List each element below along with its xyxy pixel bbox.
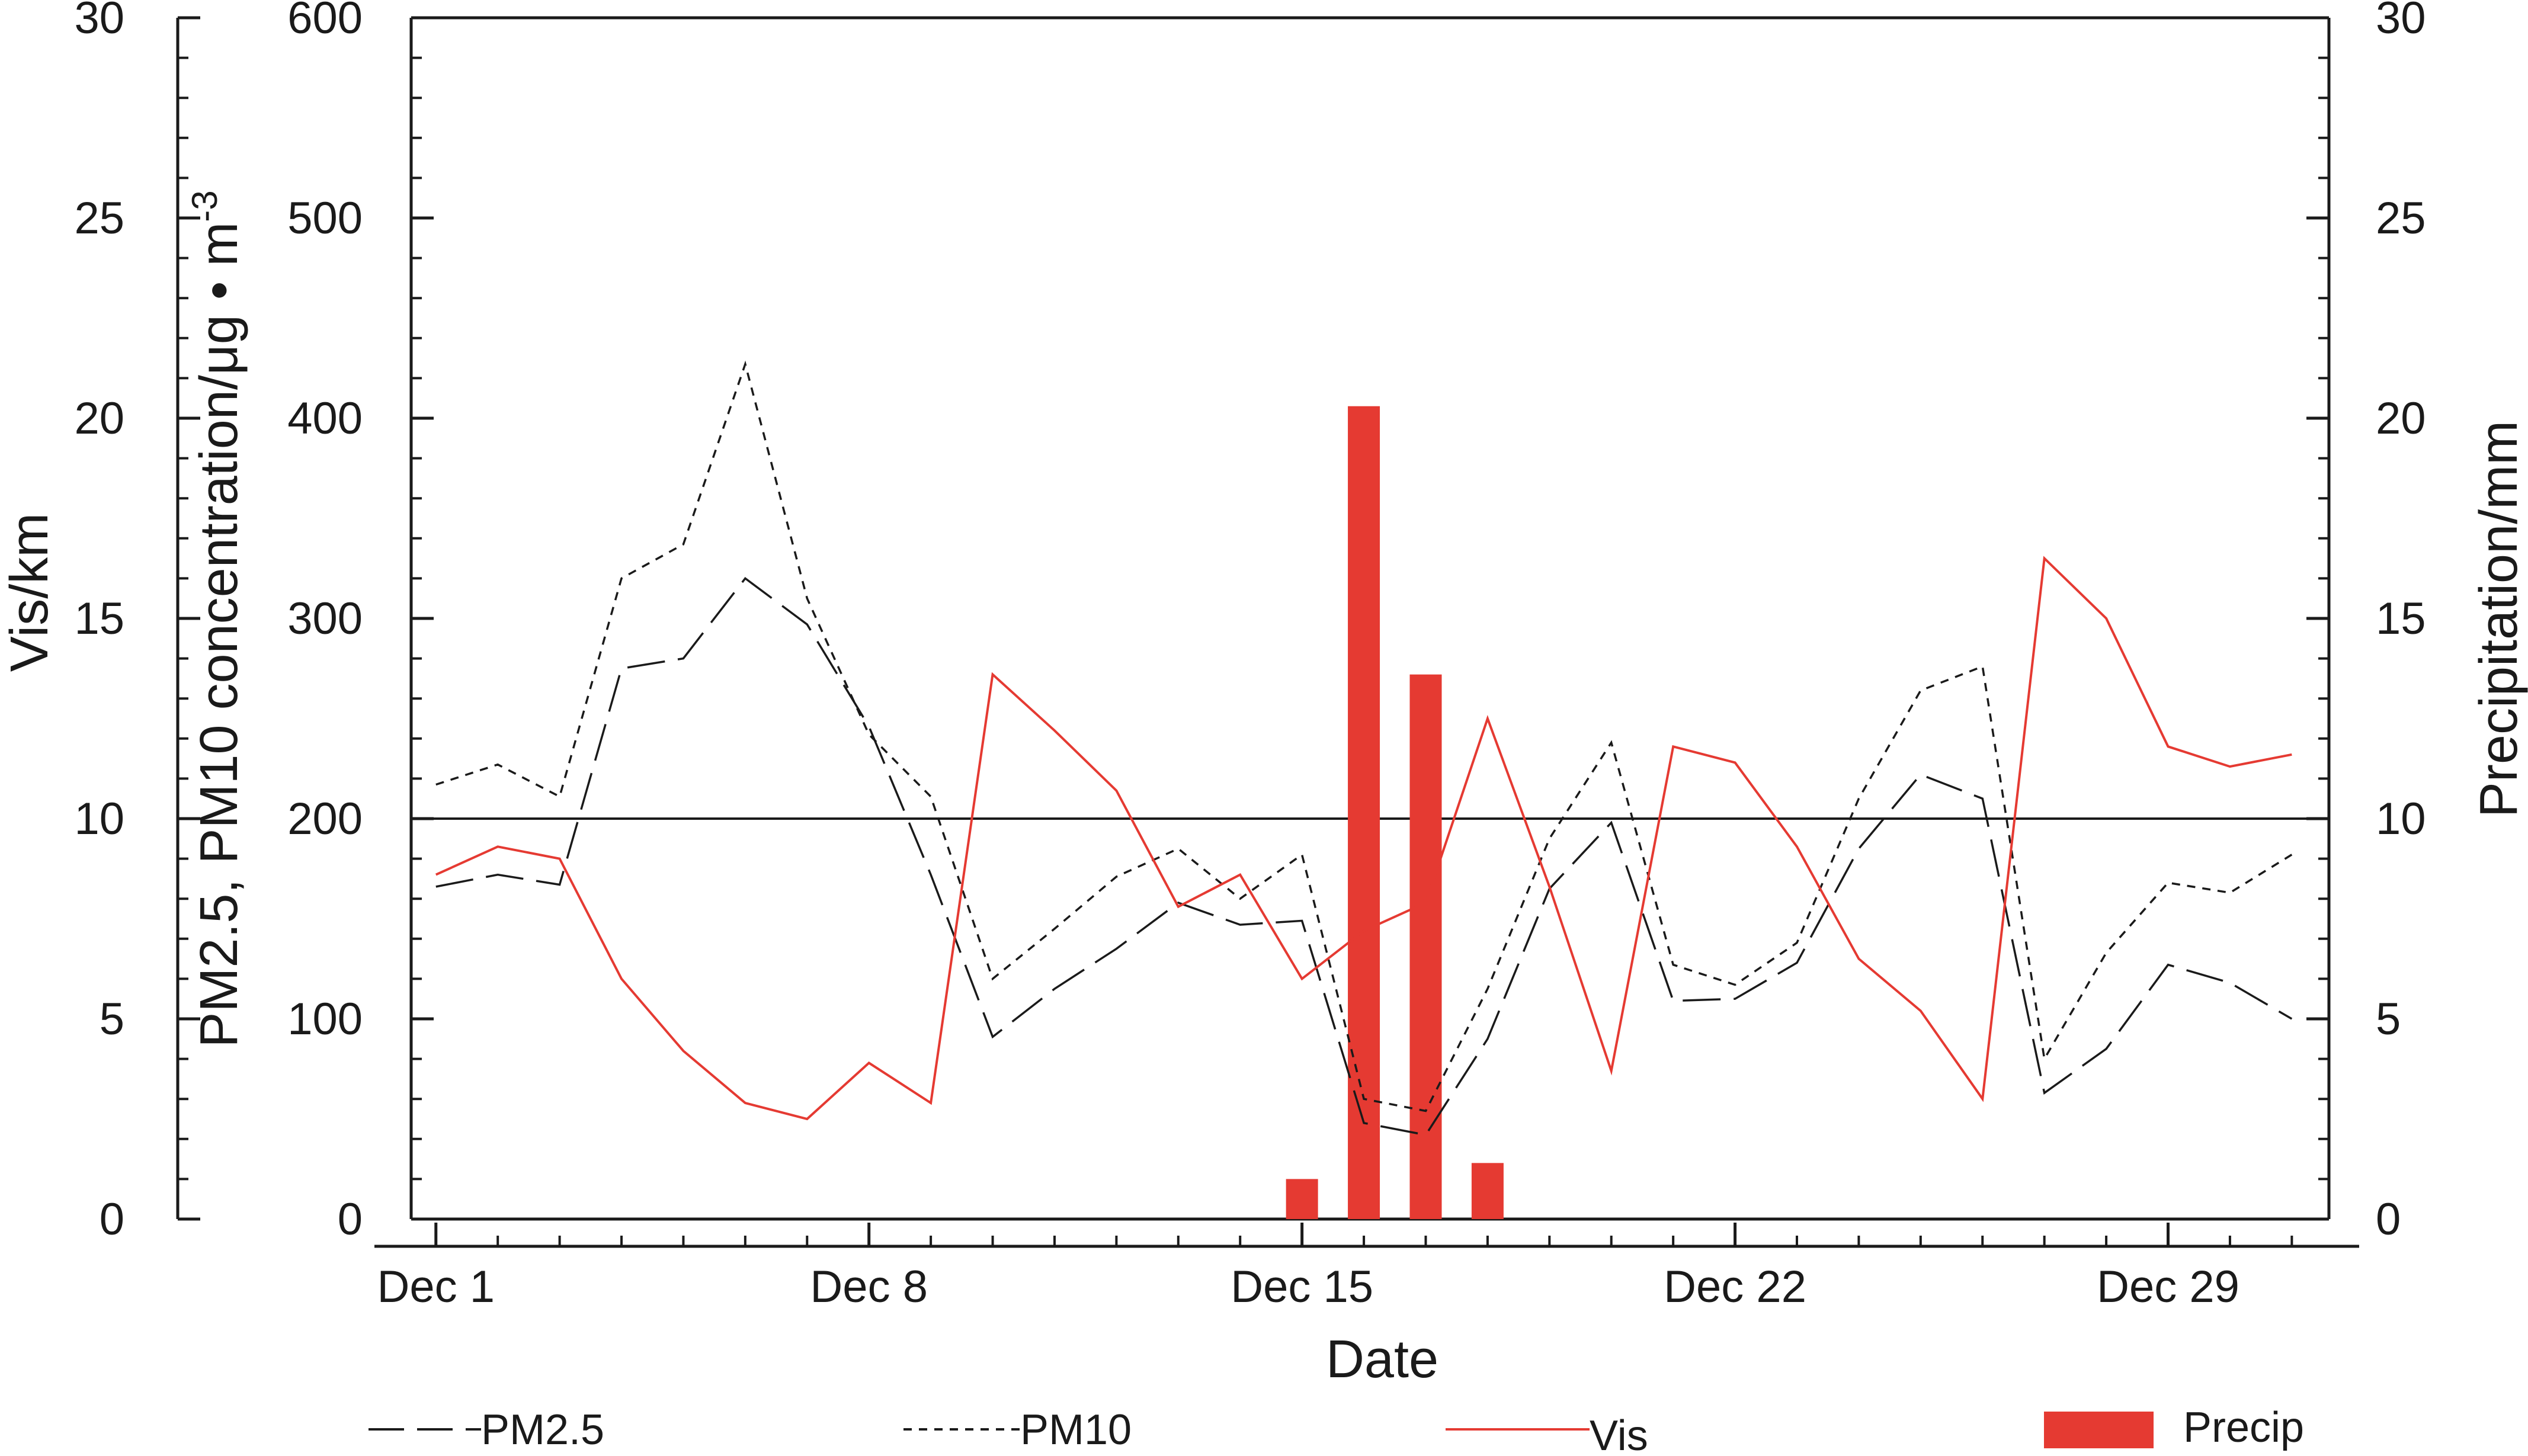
- vis-tick-label: 30: [74, 0, 124, 43]
- vis-tick-label: 5: [100, 994, 124, 1044]
- pm-tick-label: 300: [287, 594, 363, 644]
- legend-label-vis: Vis: [1590, 1412, 1648, 1456]
- vis-tick-label: 15: [74, 594, 124, 644]
- x-axis-title: Date: [1326, 1330, 1438, 1389]
- axes-layer: 0510152025300100200300400500600051015202…: [74, 0, 2426, 1312]
- pm-tick-label: 0: [338, 1194, 363, 1245]
- precip-tick-label: 20: [2376, 393, 2426, 444]
- precip-tick-label: 0: [2376, 1194, 2401, 1245]
- vis-tick-label: 10: [74, 794, 124, 844]
- series-line-pm25: [435, 576, 2293, 1136]
- legend-label-precip: Precip: [2183, 1404, 2304, 1451]
- series-line-pm10: [435, 360, 2293, 1112]
- pm-tick-label: 500: [287, 193, 363, 243]
- x-tick-label: Dec 29: [2097, 1262, 2239, 1312]
- vis-axis-title: Vis/km: [0, 513, 59, 672]
- legend-label-pm10: PM10: [1020, 1406, 1132, 1454]
- legend-label-pm25: PM2.5: [481, 1406, 604, 1454]
- precip-tick-label: 25: [2376, 193, 2426, 243]
- vis-tick-label: 25: [74, 193, 124, 243]
- series-lines: [435, 360, 2293, 1136]
- legend-swatch-precip: [2044, 1412, 2154, 1448]
- x-tick-label: Dec 1: [377, 1262, 495, 1312]
- legend: PM2.5 PM10 Vis Precip: [369, 1404, 2304, 1456]
- precip-bar: [1348, 406, 1380, 1219]
- precip-tick-label: 5: [2376, 994, 2401, 1044]
- x-tick-label: Dec 15: [1231, 1262, 1373, 1312]
- pm-tick-label: 600: [287, 0, 363, 43]
- precip-bars: [1286, 406, 1504, 1219]
- x-tick-label: Dec 8: [810, 1262, 928, 1312]
- vis-tick-label: 20: [74, 393, 124, 444]
- vis-tick-label: 0: [100, 1194, 124, 1245]
- pm-tick-label: 200: [287, 794, 363, 844]
- precip-bar: [1409, 674, 1442, 1219]
- pm-axis-title-exponent: -3: [185, 190, 225, 222]
- pm-tick-label: 100: [287, 994, 363, 1044]
- x-tick-label: Dec 22: [1664, 1262, 1806, 1312]
- axis-titles: Vis/km PM2.5, PM10 concentration/μg • m-…: [0, 190, 2528, 1389]
- precip-axis-title: Precipitation/mm: [2469, 421, 2528, 817]
- pm-axis-title: PM2.5, PM10 concentration/μg • m-3: [185, 190, 249, 1047]
- precip-tick-label: 10: [2376, 794, 2426, 844]
- precip-tick-label: 15: [2376, 594, 2426, 644]
- series-line-vis: [435, 556, 2292, 1121]
- precip-bar: [1471, 1163, 1504, 1219]
- pm-tick-label: 400: [287, 393, 363, 444]
- pm-axis-title-main: PM2.5, PM10 concentration/μg • m: [190, 222, 249, 1048]
- precip-bar: [1286, 1179, 1318, 1219]
- precip-tick-label: 30: [2376, 0, 2426, 43]
